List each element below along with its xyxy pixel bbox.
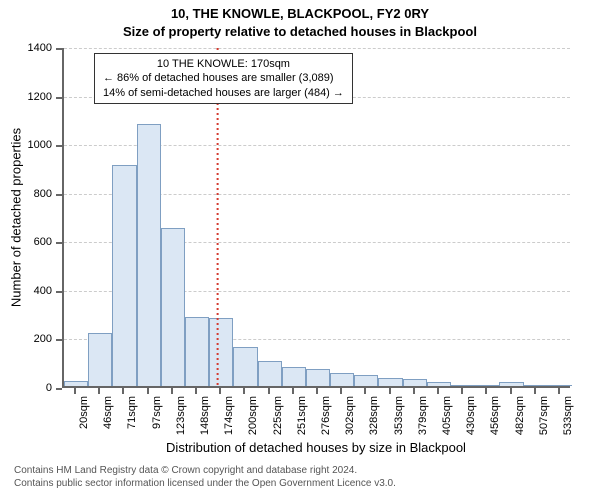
x-tick-mark xyxy=(98,388,100,394)
annotation-box: 10 THE KNOWLE: 170sqm← 86% of detached h… xyxy=(94,53,353,104)
y-tick-label: 1200 xyxy=(0,91,52,103)
x-tick-mark xyxy=(485,388,487,394)
plot-area: 10 THE KNOWLE: 170sqm← 86% of detached h… xyxy=(62,48,570,388)
y-tick-mark xyxy=(56,145,62,147)
x-tick-mark xyxy=(364,388,366,394)
histogram-bar xyxy=(403,379,427,386)
y-tick-mark xyxy=(56,48,62,50)
x-tick-mark xyxy=(171,388,173,394)
x-tick-label: 533sqm xyxy=(562,396,574,435)
x-tick-label: 20sqm xyxy=(78,396,90,429)
x-tick-label: 225sqm xyxy=(272,396,284,435)
chart-title-line2: Size of property relative to detached ho… xyxy=(0,24,600,39)
x-tick-mark xyxy=(292,388,294,394)
x-tick-mark xyxy=(413,388,415,394)
histogram-bar xyxy=(354,375,378,386)
x-tick-mark xyxy=(558,388,560,394)
y-tick-label: 800 xyxy=(0,188,52,200)
gridline xyxy=(64,48,570,49)
x-tick-mark xyxy=(461,388,463,394)
x-tick-mark xyxy=(534,388,536,394)
x-tick-label: 379sqm xyxy=(417,396,429,435)
x-tick-label: 46sqm xyxy=(102,396,114,429)
histogram-bar xyxy=(330,373,354,386)
y-tick-label: 1400 xyxy=(0,42,52,54)
x-tick-label: 97sqm xyxy=(151,396,163,429)
histogram-bar xyxy=(282,367,306,386)
histogram-bar xyxy=(137,124,161,386)
histogram-bar xyxy=(88,333,112,386)
x-tick-label: 174sqm xyxy=(223,396,235,435)
histogram-bar xyxy=(185,317,209,386)
x-tick-mark xyxy=(74,388,76,394)
x-tick-mark xyxy=(122,388,124,394)
histogram-bar xyxy=(475,385,499,386)
x-tick-label: 251sqm xyxy=(296,396,308,435)
y-tick-label: 0 xyxy=(0,382,52,394)
histogram-bar xyxy=(499,382,523,386)
y-tick-mark xyxy=(56,388,62,390)
histogram-bar xyxy=(209,318,233,386)
x-tick-label: 71sqm xyxy=(126,396,138,429)
x-tick-label: 328sqm xyxy=(368,396,380,435)
x-tick-label: 148sqm xyxy=(199,396,211,435)
x-tick-mark xyxy=(316,388,318,394)
annotation-line: 14% of semi-detached houses are larger (… xyxy=(103,86,344,100)
annotation-line: 10 THE KNOWLE: 170sqm xyxy=(103,57,344,71)
x-tick-mark xyxy=(340,388,342,394)
x-tick-label: 482sqm xyxy=(514,396,526,435)
x-tick-mark xyxy=(268,388,270,394)
y-tick-label: 600 xyxy=(0,236,52,248)
histogram-bar xyxy=(258,361,282,387)
x-tick-mark xyxy=(219,388,221,394)
x-axis-label: Distribution of detached houses by size … xyxy=(62,440,570,455)
x-tick-mark xyxy=(195,388,197,394)
histogram-bar xyxy=(233,347,257,386)
x-tick-label: 430sqm xyxy=(465,396,477,435)
x-tick-label: 353sqm xyxy=(393,396,405,435)
x-tick-mark xyxy=(510,388,512,394)
histogram-bar xyxy=(451,385,475,386)
histogram-bar xyxy=(548,385,572,386)
chart-title-line1: 10, THE KNOWLE, BLACKPOOL, FY2 0RY xyxy=(0,6,600,21)
x-tick-mark xyxy=(243,388,245,394)
footer-attribution: Contains HM Land Registry data © Crown c… xyxy=(14,465,396,490)
histogram-bar xyxy=(161,228,185,386)
y-tick-mark xyxy=(56,242,62,244)
y-tick-mark xyxy=(56,291,62,293)
x-tick-mark xyxy=(437,388,439,394)
histogram-bar xyxy=(306,369,330,386)
annotation-line: ← 86% of detached houses are smaller (3,… xyxy=(103,71,344,85)
y-tick-mark xyxy=(56,97,62,99)
x-tick-label: 507sqm xyxy=(538,396,550,435)
x-tick-mark xyxy=(147,388,149,394)
x-tick-label: 405sqm xyxy=(441,396,453,435)
histogram-bar xyxy=(378,378,402,387)
y-tick-label: 200 xyxy=(0,333,52,345)
histogram-bar xyxy=(427,382,451,386)
x-tick-label: 200sqm xyxy=(247,396,259,435)
x-tick-mark xyxy=(389,388,391,394)
y-tick-label: 1000 xyxy=(0,139,52,151)
x-tick-label: 456sqm xyxy=(489,396,501,435)
footer-line2: Contains public sector information licen… xyxy=(14,478,396,491)
x-tick-label: 302sqm xyxy=(344,396,356,435)
histogram-bar xyxy=(524,385,548,386)
y-tick-label: 400 xyxy=(0,285,52,297)
chart-container: 10, THE KNOWLE, BLACKPOOL, FY2 0RY Size … xyxy=(0,0,600,500)
histogram-bar xyxy=(64,381,88,386)
footer-line1: Contains HM Land Registry data © Crown c… xyxy=(14,465,396,478)
x-tick-label: 123sqm xyxy=(175,396,187,435)
y-tick-mark xyxy=(56,194,62,196)
y-tick-mark xyxy=(56,339,62,341)
x-tick-label: 276sqm xyxy=(320,396,332,435)
histogram-bar xyxy=(112,165,136,386)
